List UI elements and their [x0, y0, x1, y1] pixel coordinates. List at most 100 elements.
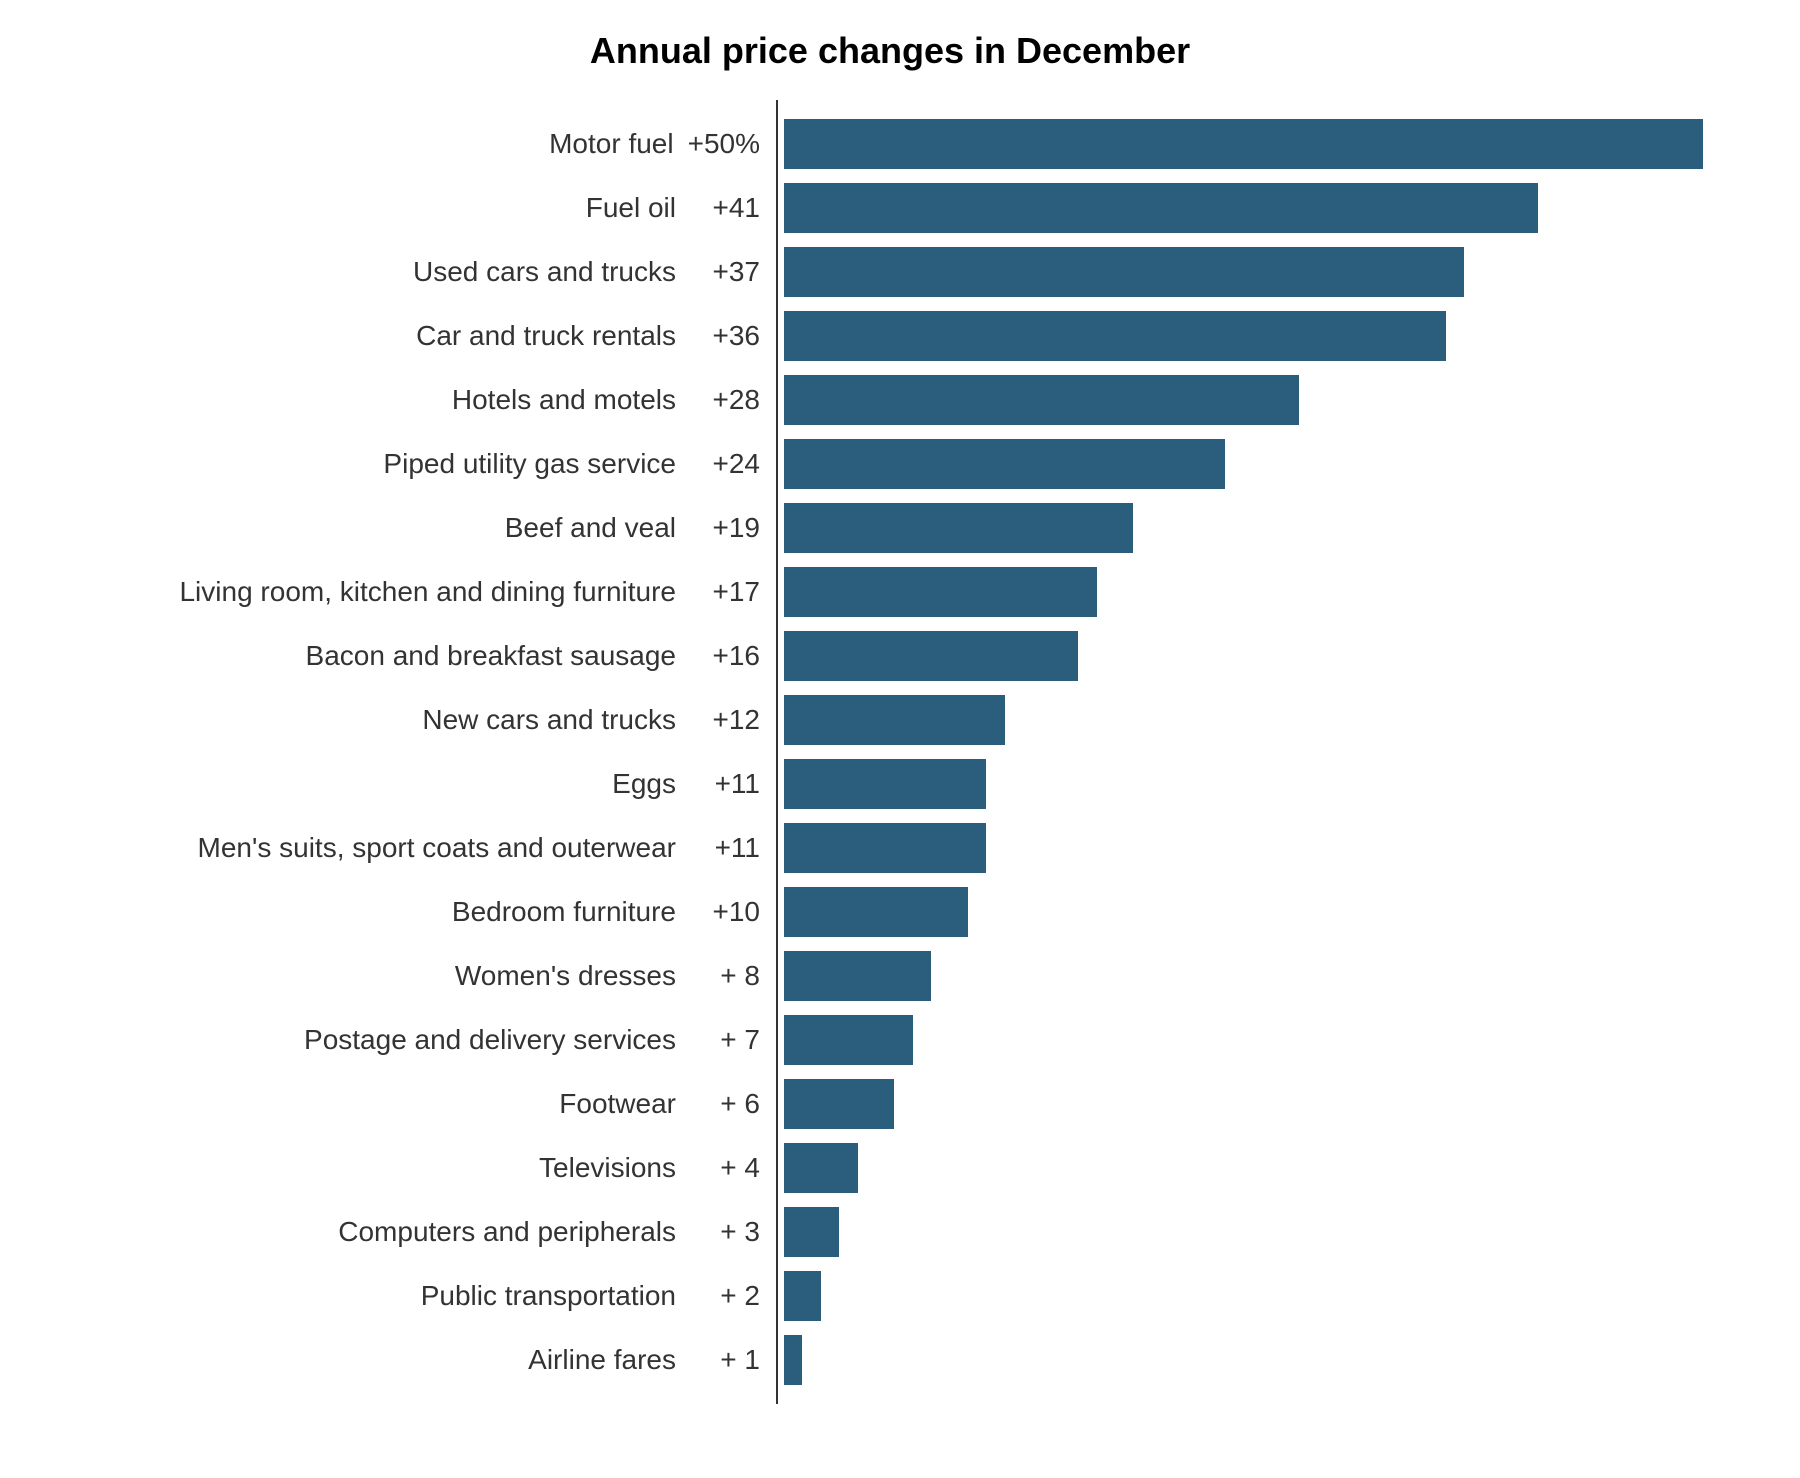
chart-row: Bacon and breakfast sausage +16	[40, 624, 1740, 688]
value-label: +17	[690, 576, 760, 608]
bar	[784, 695, 1005, 745]
bar	[784, 1079, 894, 1129]
category-label: Motor fuel	[549, 128, 674, 159]
value-label: + 1	[690, 1344, 760, 1376]
chart-row: Used cars and trucks +37	[40, 240, 1740, 304]
bar	[784, 759, 986, 809]
chart-row: Computers and peripherals + 3	[40, 1200, 1740, 1264]
chart-body: Motor fuel +50% Fuel oil+41 Used cars and t…	[40, 112, 1740, 1392]
chart-row: Women's dresses+ 8	[40, 944, 1740, 1008]
row-label-area: Televisions+ 4	[40, 1152, 760, 1184]
category-label: Women's dresses	[455, 960, 676, 991]
bar	[784, 375, 1299, 425]
category-label: Bacon and breakfast sausage	[306, 640, 676, 671]
category-label: Public transportation	[421, 1280, 676, 1311]
bar-track	[784, 752, 1740, 816]
row-label-area: Motor fuel +50%	[40, 128, 760, 160]
bar-track	[784, 1008, 1740, 1072]
row-label-area: Hotels and motels+28	[40, 384, 760, 416]
bar-track	[784, 1072, 1740, 1136]
chart-row: Bedroom furniture +10	[40, 880, 1740, 944]
chart-row: Piped utility gas service+24	[40, 432, 1740, 496]
bar-track	[784, 816, 1740, 880]
bar-track	[784, 560, 1740, 624]
category-label: Bedroom furniture	[452, 896, 676, 927]
row-label-area: Computers and peripherals + 3	[40, 1216, 760, 1248]
row-label-area: Car and truck rentals+36	[40, 320, 760, 352]
chart-row: New cars and trucks+12	[40, 688, 1740, 752]
category-label: Piped utility gas service	[383, 448, 676, 479]
bar-track	[784, 368, 1740, 432]
row-label-area: Piped utility gas service+24	[40, 448, 760, 480]
bar	[784, 1015, 913, 1065]
bar	[784, 887, 968, 937]
bar-track	[784, 1136, 1740, 1200]
bar	[784, 1271, 821, 1321]
bar-track	[784, 496, 1740, 560]
price-change-chart: Annual price changes in December Motor f…	[0, 0, 1800, 1478]
bar-track	[784, 944, 1740, 1008]
bar-track	[784, 240, 1740, 304]
value-label: + 6	[690, 1088, 760, 1120]
row-label-area: Eggs +11	[40, 768, 760, 800]
chart-title: Annual price changes in December	[40, 30, 1740, 72]
value-label: +11	[690, 768, 760, 800]
bar-track	[784, 304, 1740, 368]
value-label: +28	[690, 384, 760, 416]
bar-track	[784, 1200, 1740, 1264]
category-label: Airline fares	[528, 1344, 676, 1375]
bar-track	[784, 880, 1740, 944]
row-label-area: Used cars and trucks +37	[40, 256, 760, 288]
bar-track	[784, 112, 1740, 176]
chart-row: Beef and veal+19	[40, 496, 1740, 560]
value-label: +16	[690, 640, 760, 672]
bar-track	[784, 1328, 1740, 1392]
chart-row: Men's suits, sport coats and outerwear +1…	[40, 816, 1740, 880]
category-label: Living room, kitchen and dining furnitur…	[179, 576, 676, 607]
bar	[784, 823, 986, 873]
row-label-area: Fuel oil+41	[40, 192, 760, 224]
row-label-area: Living room, kitchen and dining furnitur…	[40, 576, 760, 608]
value-label: +10	[690, 896, 760, 928]
bar	[784, 1207, 839, 1257]
row-label-area: Footwear+ 6	[40, 1088, 760, 1120]
category-label: Men's suits, sport coats and outerwear	[198, 832, 676, 863]
bar	[784, 1143, 858, 1193]
bar	[784, 183, 1538, 233]
row-label-area: Public transportation + 2	[40, 1280, 760, 1312]
category-label: Eggs	[612, 768, 676, 799]
chart-rows: Motor fuel +50% Fuel oil+41 Used cars and t…	[40, 112, 1740, 1392]
row-label-area: New cars and trucks+12	[40, 704, 760, 736]
category-label: Used cars and trucks	[413, 256, 676, 287]
value-label: +37	[690, 256, 760, 288]
bar	[784, 951, 931, 1001]
chart-row: Living room, kitchen and dining furnitur…	[40, 560, 1740, 624]
row-label-area: Postage and delivery services+ 7	[40, 1024, 760, 1056]
bar-track	[784, 624, 1740, 688]
bar-track	[784, 432, 1740, 496]
value-label: + 4	[690, 1152, 760, 1184]
chart-row: Public transportation + 2	[40, 1264, 1740, 1328]
category-label: Car and truck rentals	[416, 320, 676, 351]
chart-row: Postage and delivery services+ 7	[40, 1008, 1740, 1072]
bar	[784, 439, 1225, 489]
value-label: + 7	[690, 1024, 760, 1056]
row-label-area: Bedroom furniture +10	[40, 896, 760, 928]
bar-track	[784, 688, 1740, 752]
value-label: +50%	[688, 128, 760, 160]
chart-row: Eggs +11	[40, 752, 1740, 816]
chart-row: Footwear+ 6	[40, 1072, 1740, 1136]
value-label: +12	[690, 704, 760, 736]
row-label-area: Women's dresses+ 8	[40, 960, 760, 992]
row-label-area: Airline fares + 1	[40, 1344, 760, 1376]
row-label-area: Beef and veal+19	[40, 512, 760, 544]
bar	[784, 311, 1446, 361]
value-label: + 3	[690, 1216, 760, 1248]
bar	[784, 567, 1097, 617]
category-label: Computers and peripherals	[338, 1216, 676, 1247]
value-label: + 2	[690, 1280, 760, 1312]
chart-row: Motor fuel +50%	[40, 112, 1740, 176]
value-label: +11	[690, 832, 760, 864]
chart-row: Airline fares + 1	[40, 1328, 1740, 1392]
category-label: Beef and veal	[505, 512, 676, 543]
